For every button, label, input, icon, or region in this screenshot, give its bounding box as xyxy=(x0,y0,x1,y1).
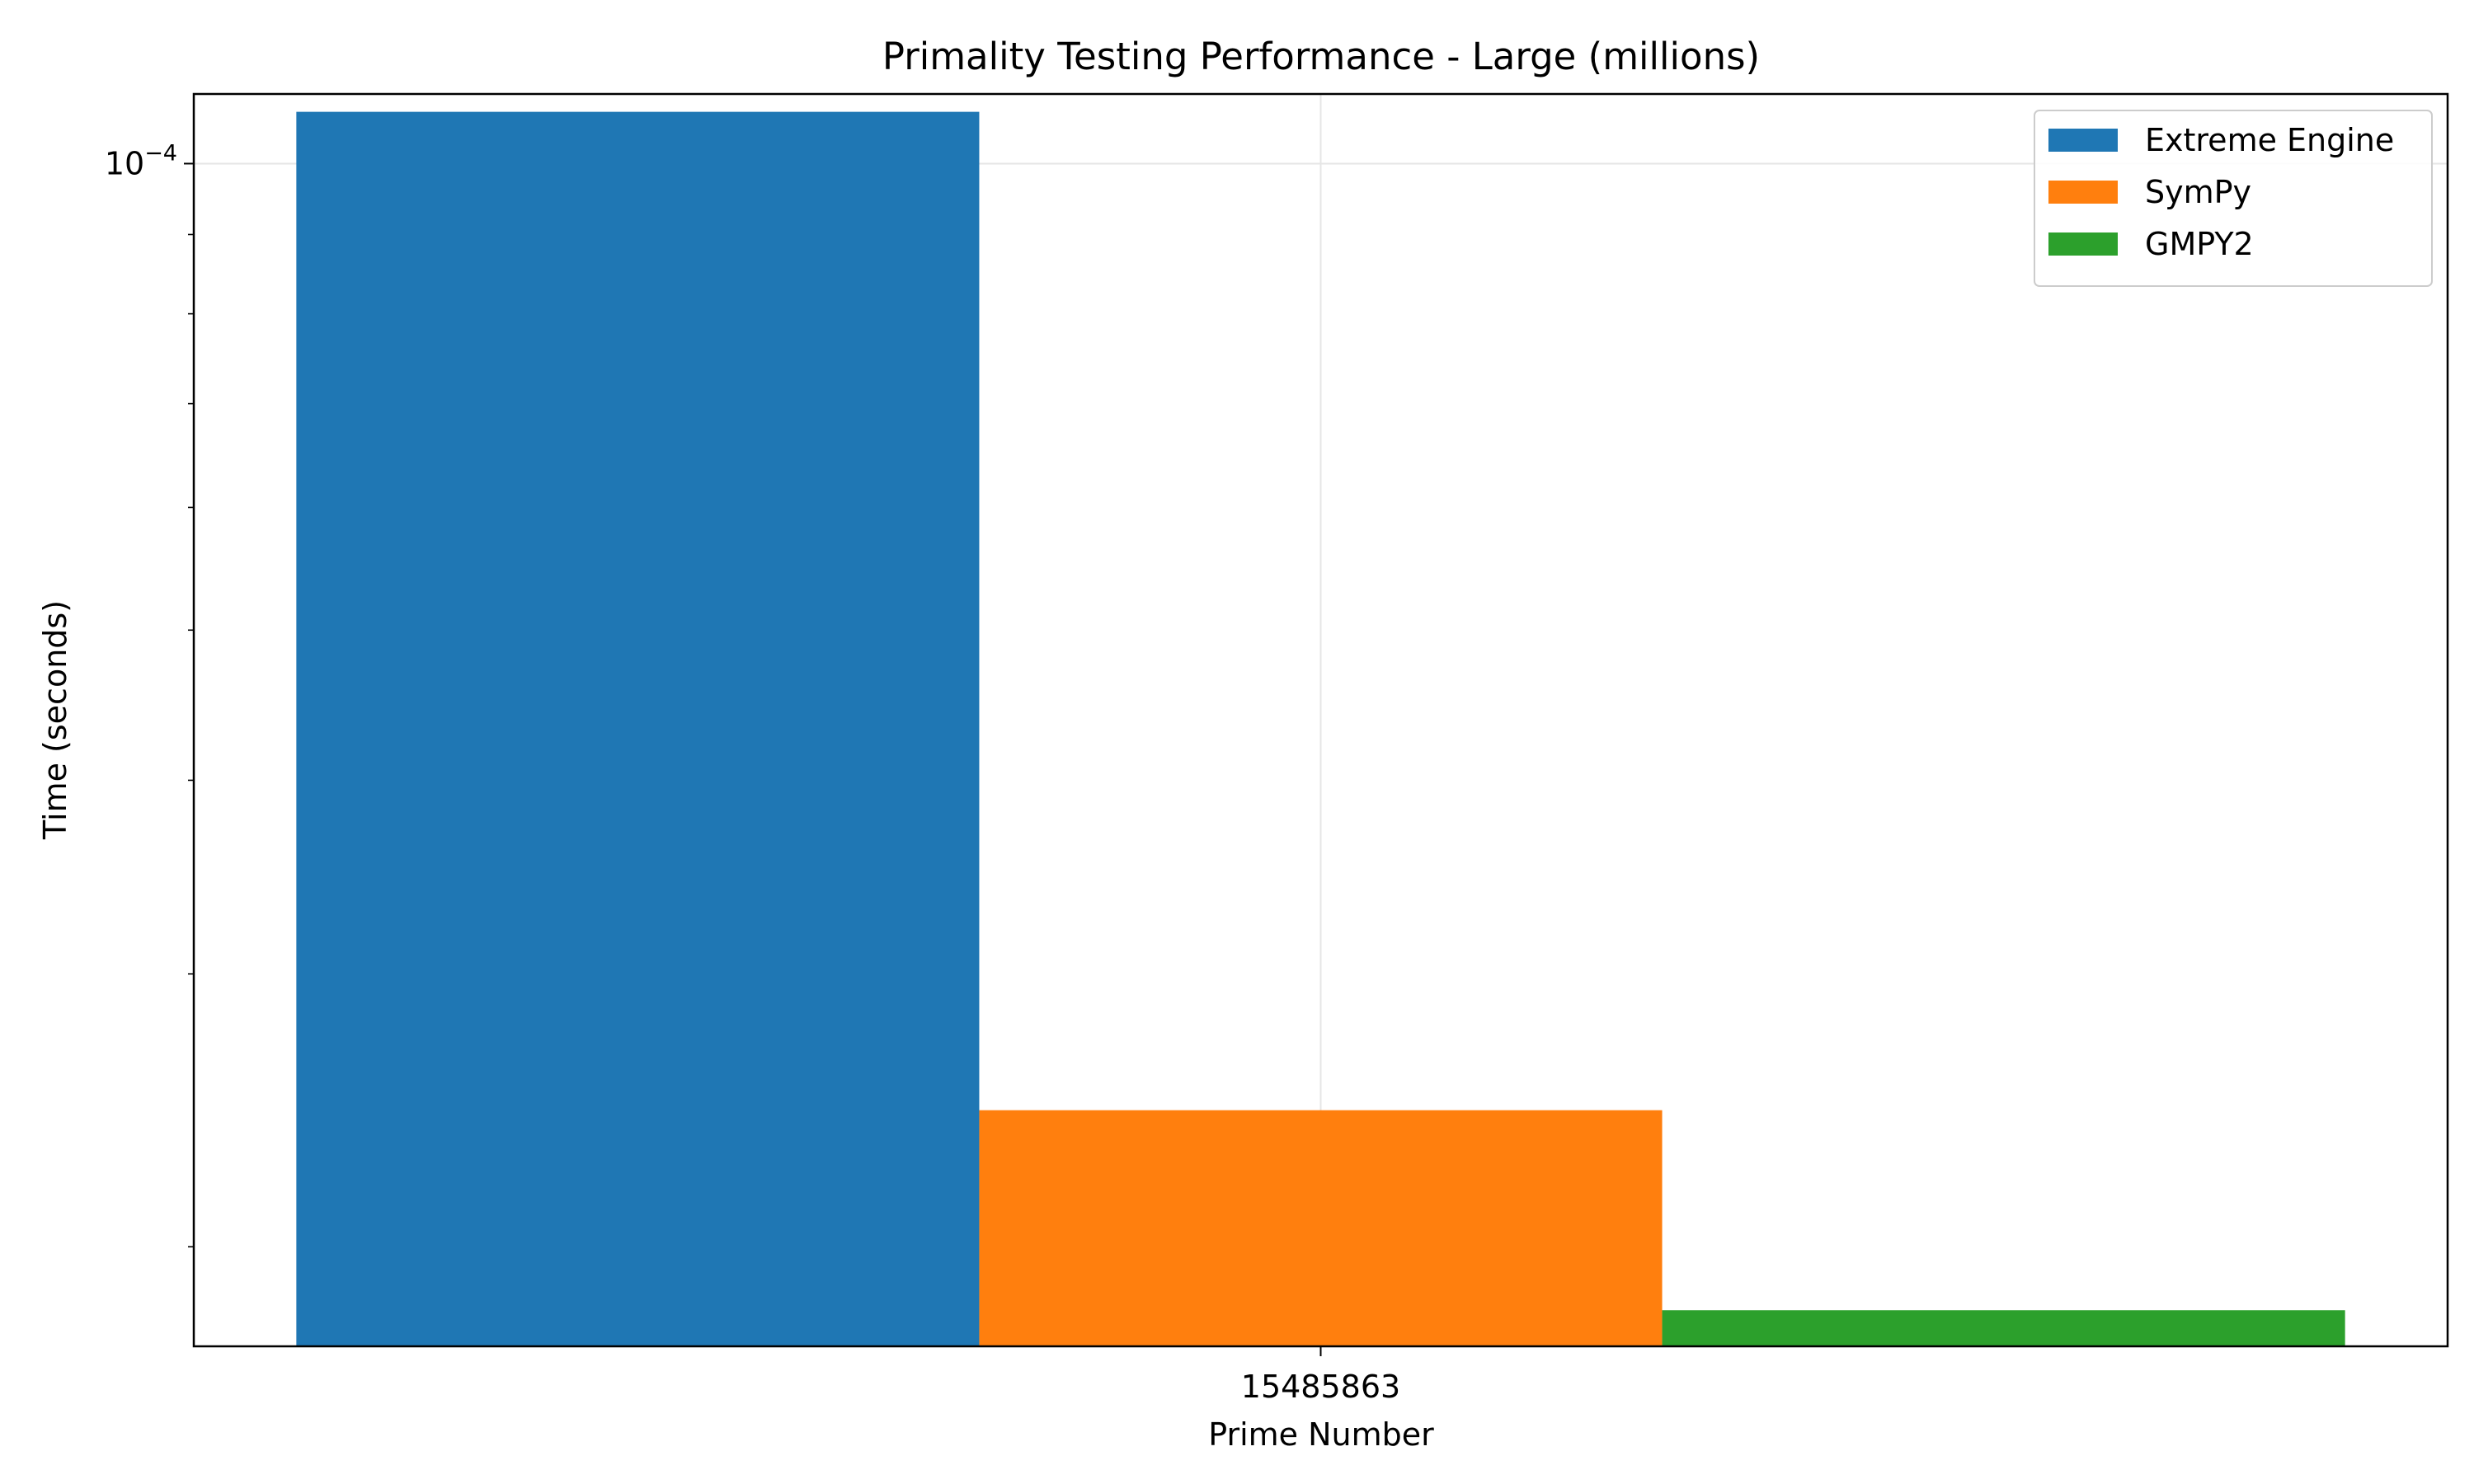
bar-sympy xyxy=(979,1110,1663,1346)
x-axis-ticks: 15485863 xyxy=(1241,1346,1400,1405)
legend-swatch xyxy=(2048,129,2118,152)
legend-box xyxy=(2034,110,2433,287)
y-axis-ticks: 10−4 xyxy=(105,140,194,1248)
y-tick-label: 10−4 xyxy=(105,140,177,181)
legend: Extreme Engine SymPy GMPY2 xyxy=(2034,110,2433,287)
bar-gmpy2 xyxy=(1662,1310,2345,1346)
x-tick-label: 15485863 xyxy=(1241,1369,1400,1405)
bar-extreme-engine xyxy=(296,111,980,1347)
legend-label: GMPY2 xyxy=(2145,226,2254,262)
legend-label: Extreme Engine xyxy=(2145,122,2394,158)
chart-title: Primality Testing Performance - Large (m… xyxy=(882,35,1760,78)
legend-label: SymPy xyxy=(2145,174,2251,210)
bars xyxy=(296,111,2345,1347)
x-axis-label: Prime Number xyxy=(1208,1416,1434,1453)
legend-swatch xyxy=(2048,232,2118,256)
legend-swatch xyxy=(2048,181,2118,204)
y-axis-label: Time (seconds) xyxy=(37,600,73,840)
